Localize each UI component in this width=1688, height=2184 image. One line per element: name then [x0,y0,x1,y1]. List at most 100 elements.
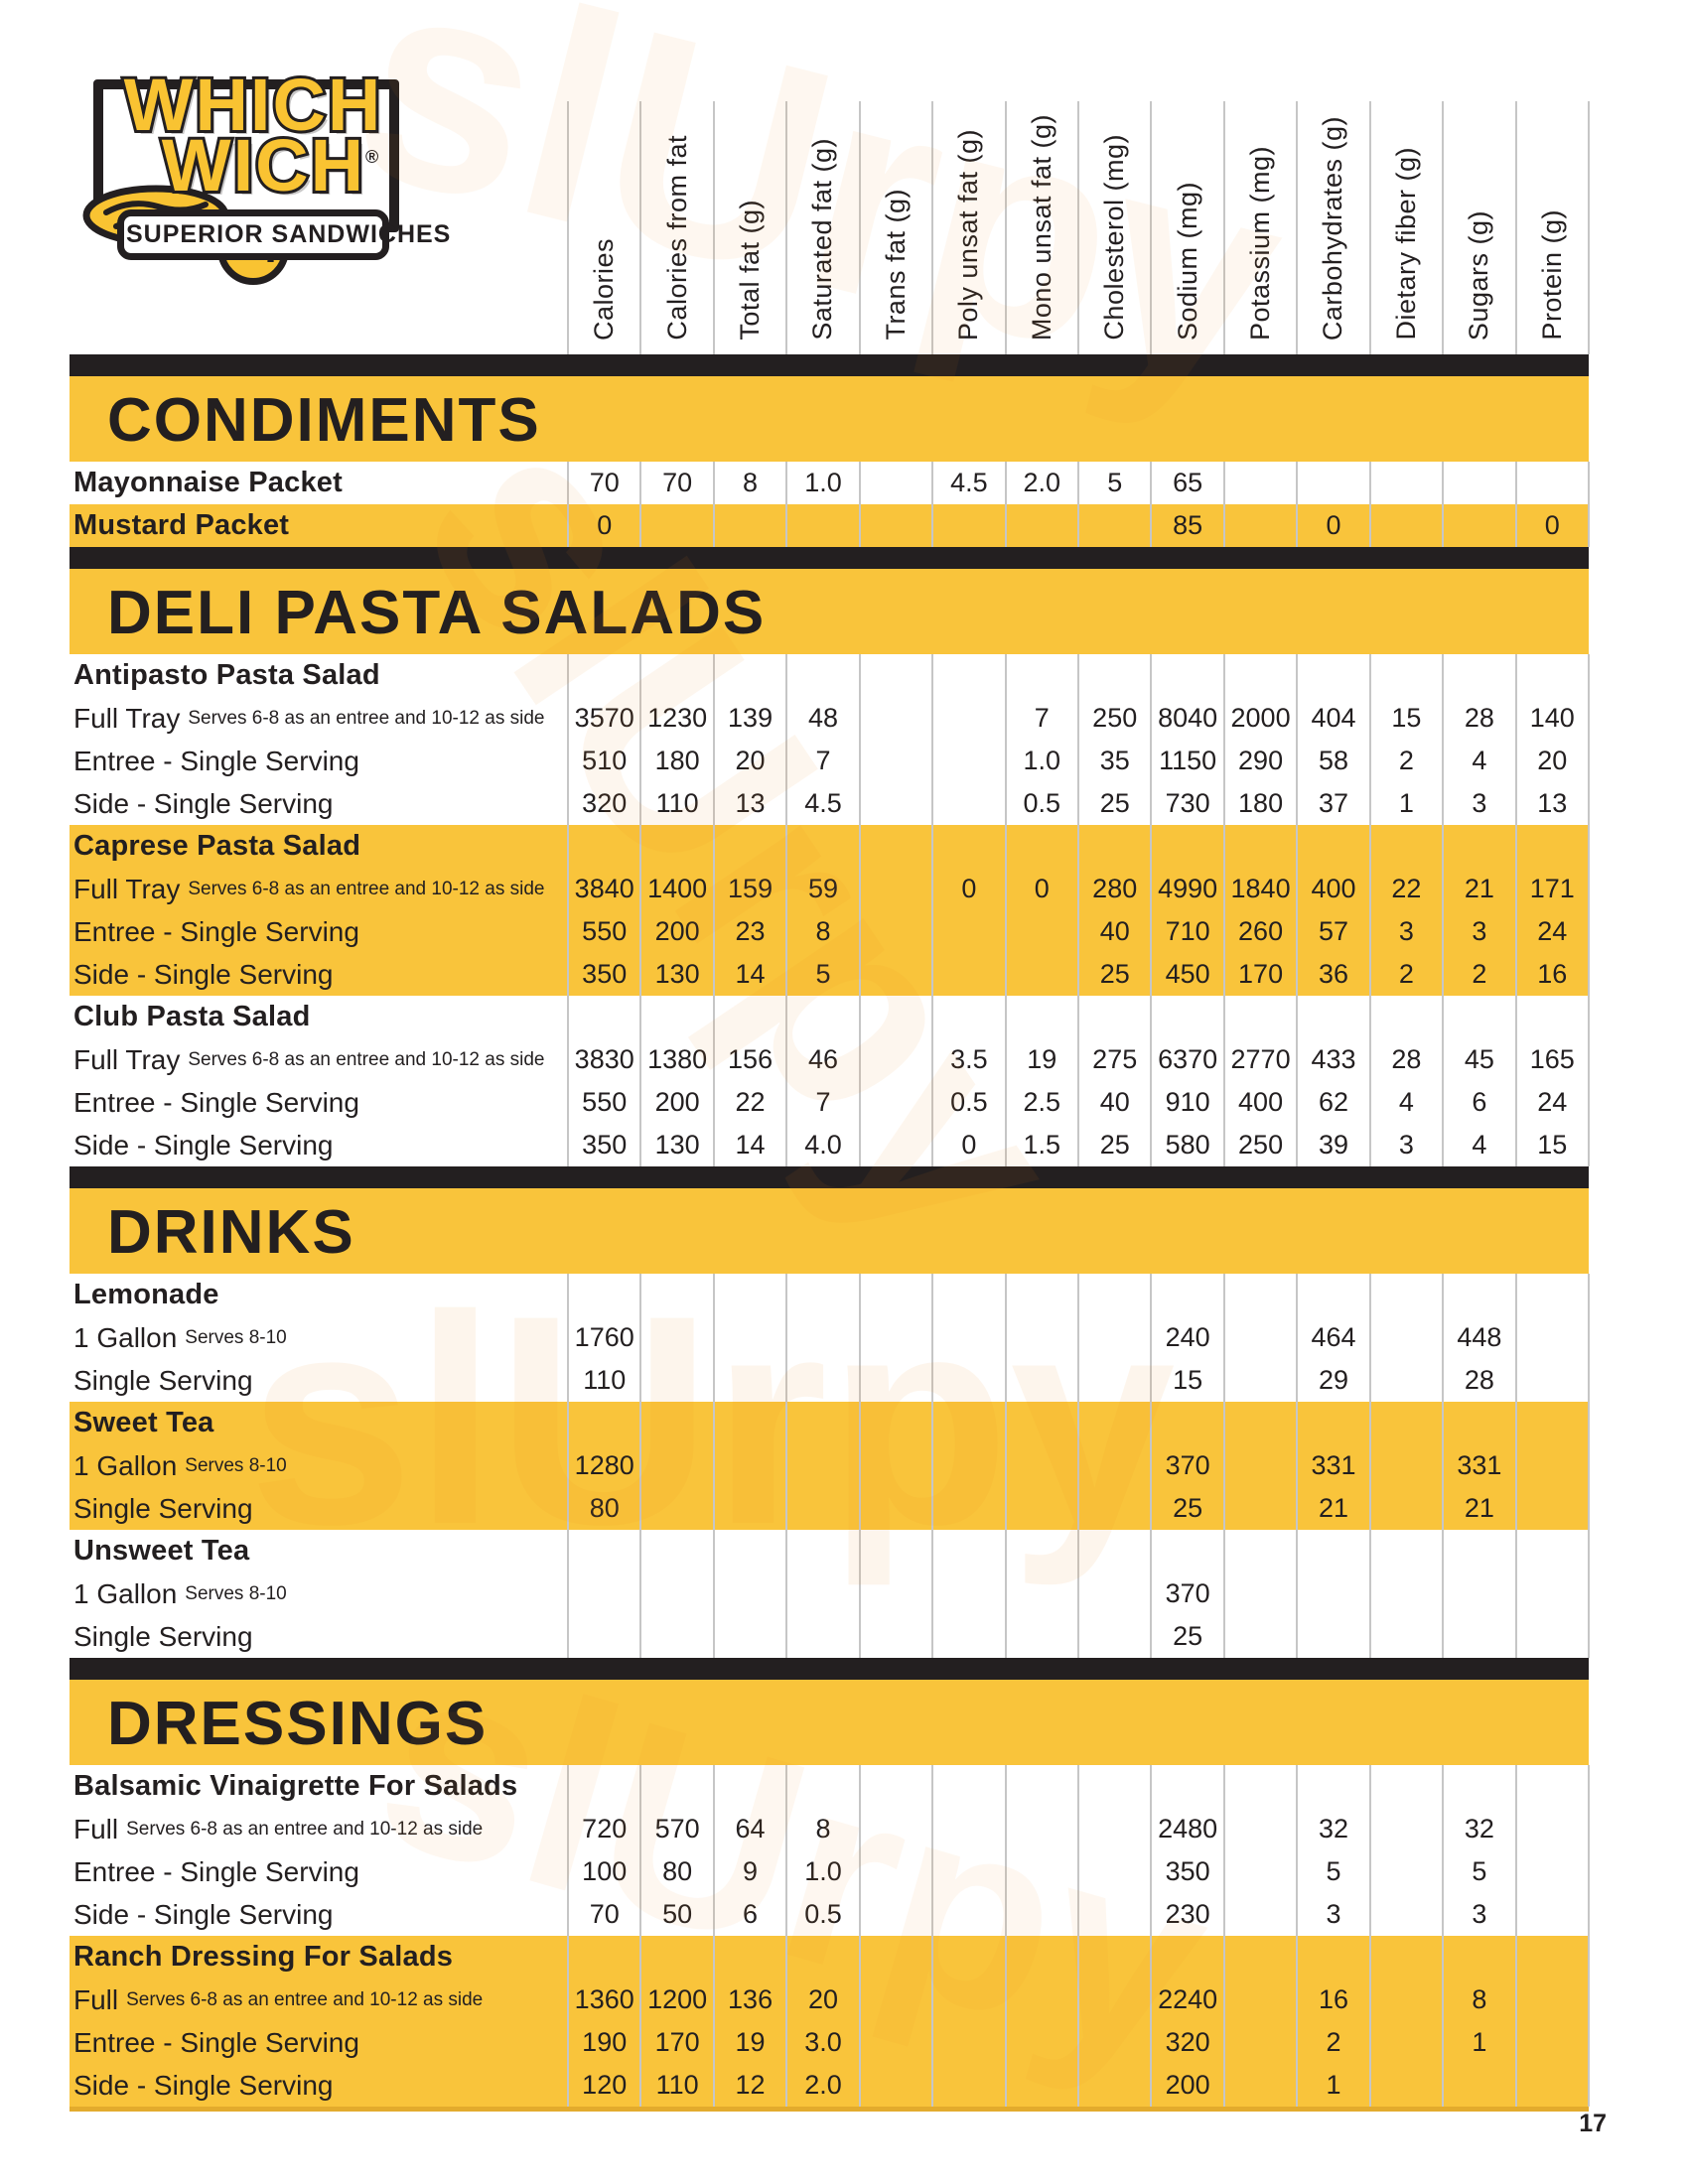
column-header-cell: Sodium (mg) [1150,69,1223,354]
nutrition-data-row: Single Serving 25 [70,1615,1591,1658]
value-cell: 4 [1442,740,1515,782]
value-cell: 70 [566,462,640,504]
value-cell [1514,1444,1591,1487]
row-label-cell: Unsweet Tea [70,1530,568,1572]
value-cell: 136 [712,1979,786,2021]
value-cell [566,825,640,868]
column-header-cell: Potassium (mg) [1222,69,1297,354]
value-cell [1368,1850,1443,1893]
value-cell: 22 [712,1081,786,1124]
value-cell: 110 [639,2064,713,2107]
row-label: Single Serving [73,1492,253,1524]
row-label-cell: 1 Gallon Serves 8-10 [70,1444,568,1487]
value-cell [1442,504,1515,547]
value-cell [931,1359,1005,1402]
value-cell: 3.5 [931,1038,1005,1081]
value-cell [1368,1808,1443,1850]
value-cell [1004,1615,1078,1658]
value-cell: 250 [1076,697,1151,740]
value-cell [639,1530,713,1572]
value-cell [1004,1274,1078,1316]
value-cell [1296,1936,1369,1979]
value-cell [1076,2021,1151,2064]
value-cell [1076,1893,1151,1936]
value-cell: 100 [566,1850,640,1893]
value-cell [1076,825,1151,868]
value-cell [639,504,713,547]
column-header-label: Trans fat (g) [880,189,911,341]
value-cell: 13 [1514,782,1591,825]
value-cell [712,1936,786,1979]
value-cell [931,1936,1005,1979]
value-cell: 200 [639,1081,713,1124]
value-cell: 37 [1296,782,1369,825]
value-cell [858,1615,932,1658]
value-cell: 36 [1296,953,1369,996]
item-name-row: Caprese Pasta Salad [70,825,1591,868]
value-cell [1222,1936,1297,1979]
value-cell [1076,1615,1151,1658]
value-cell [1076,1808,1151,1850]
row-label-cell: Club Pasta Salad [70,996,568,1038]
section-header-band: CONDIMENTS [70,376,1589,462]
section-divider-bar [70,1166,1589,1188]
nutrition-data-row: Side - Single Serving 120 110 12 2.0 200 1 [70,2064,1591,2107]
row-label: Single Serving [73,1620,253,1652]
nutrition-data-row: Side - Single Serving 70 50 6 0.5 230 3 3 [70,1893,1591,1936]
value-cell: 5 [785,953,859,996]
column-header-cell: Mono unsat fat (g) [1004,69,1078,354]
value-cell [1222,1402,1297,1444]
value-cell: 25 [1076,782,1151,825]
value-cell: 320 [1150,2021,1223,2064]
value-cell [1222,2021,1297,2064]
row-label-cell: Balsamic Vinaigrette For Salads [70,1765,568,1808]
item-name-row: Balsamic Vinaigrette For Salads [70,1765,1591,1808]
value-cell [931,1615,1005,1658]
value-cell [931,504,1005,547]
column-header-label: Potassium (mg) [1245,145,1276,341]
value-cell [858,2064,932,2107]
value-cell [858,1487,932,1530]
value-cell [1368,1765,1443,1808]
value-cell: 4.5 [931,462,1005,504]
value-cell [858,1081,932,1124]
table-bottom-edge [70,2107,1589,2112]
row-label-cell: Lemonade [70,1274,568,1316]
value-cell: 0 [1296,504,1369,547]
value-cell [1296,1765,1369,1808]
value-cell [785,1615,859,1658]
value-cell [639,1316,713,1359]
row-label-cell: Mustard Packet [70,504,568,547]
value-cell: 0 [1514,504,1591,547]
value-cell [931,1893,1005,1936]
value-cell [1514,1936,1591,1979]
value-cell: 57 [1296,910,1369,953]
row-label-serving-note: Serves 6-8 as an entree and 10-12 as sid… [188,707,545,729]
value-cell: 260 [1222,910,1297,953]
value-cell [1514,1808,1591,1850]
value-cell: 3830 [566,1038,640,1081]
row-label-cell: Side - Single Serving [70,1893,568,1936]
value-cell: 50 [639,1893,713,1936]
value-cell [1222,462,1297,504]
value-cell [1076,1487,1151,1530]
nutrition-data-row: Single Serving 80 25 21 21 [70,1487,1591,1530]
column-header-label: Saturated fat (g) [807,138,838,341]
value-cell [1076,654,1151,697]
value-cell [1296,996,1369,1038]
value-cell: 464 [1296,1316,1369,1359]
value-cell [1442,1402,1515,1444]
value-cell: 9 [712,1850,786,1893]
value-cell [1296,654,1369,697]
section-title: DRINKS [107,1198,355,1267]
value-cell [1076,1572,1151,1615]
value-cell [1150,996,1223,1038]
value-cell [712,1765,786,1808]
value-cell [1150,1765,1223,1808]
value-cell [785,1316,859,1359]
value-cell: 1230 [639,697,713,740]
value-cell: 2770 [1222,1038,1297,1081]
value-cell [785,1402,859,1444]
value-cell: 180 [639,740,713,782]
value-cell [931,1487,1005,1530]
